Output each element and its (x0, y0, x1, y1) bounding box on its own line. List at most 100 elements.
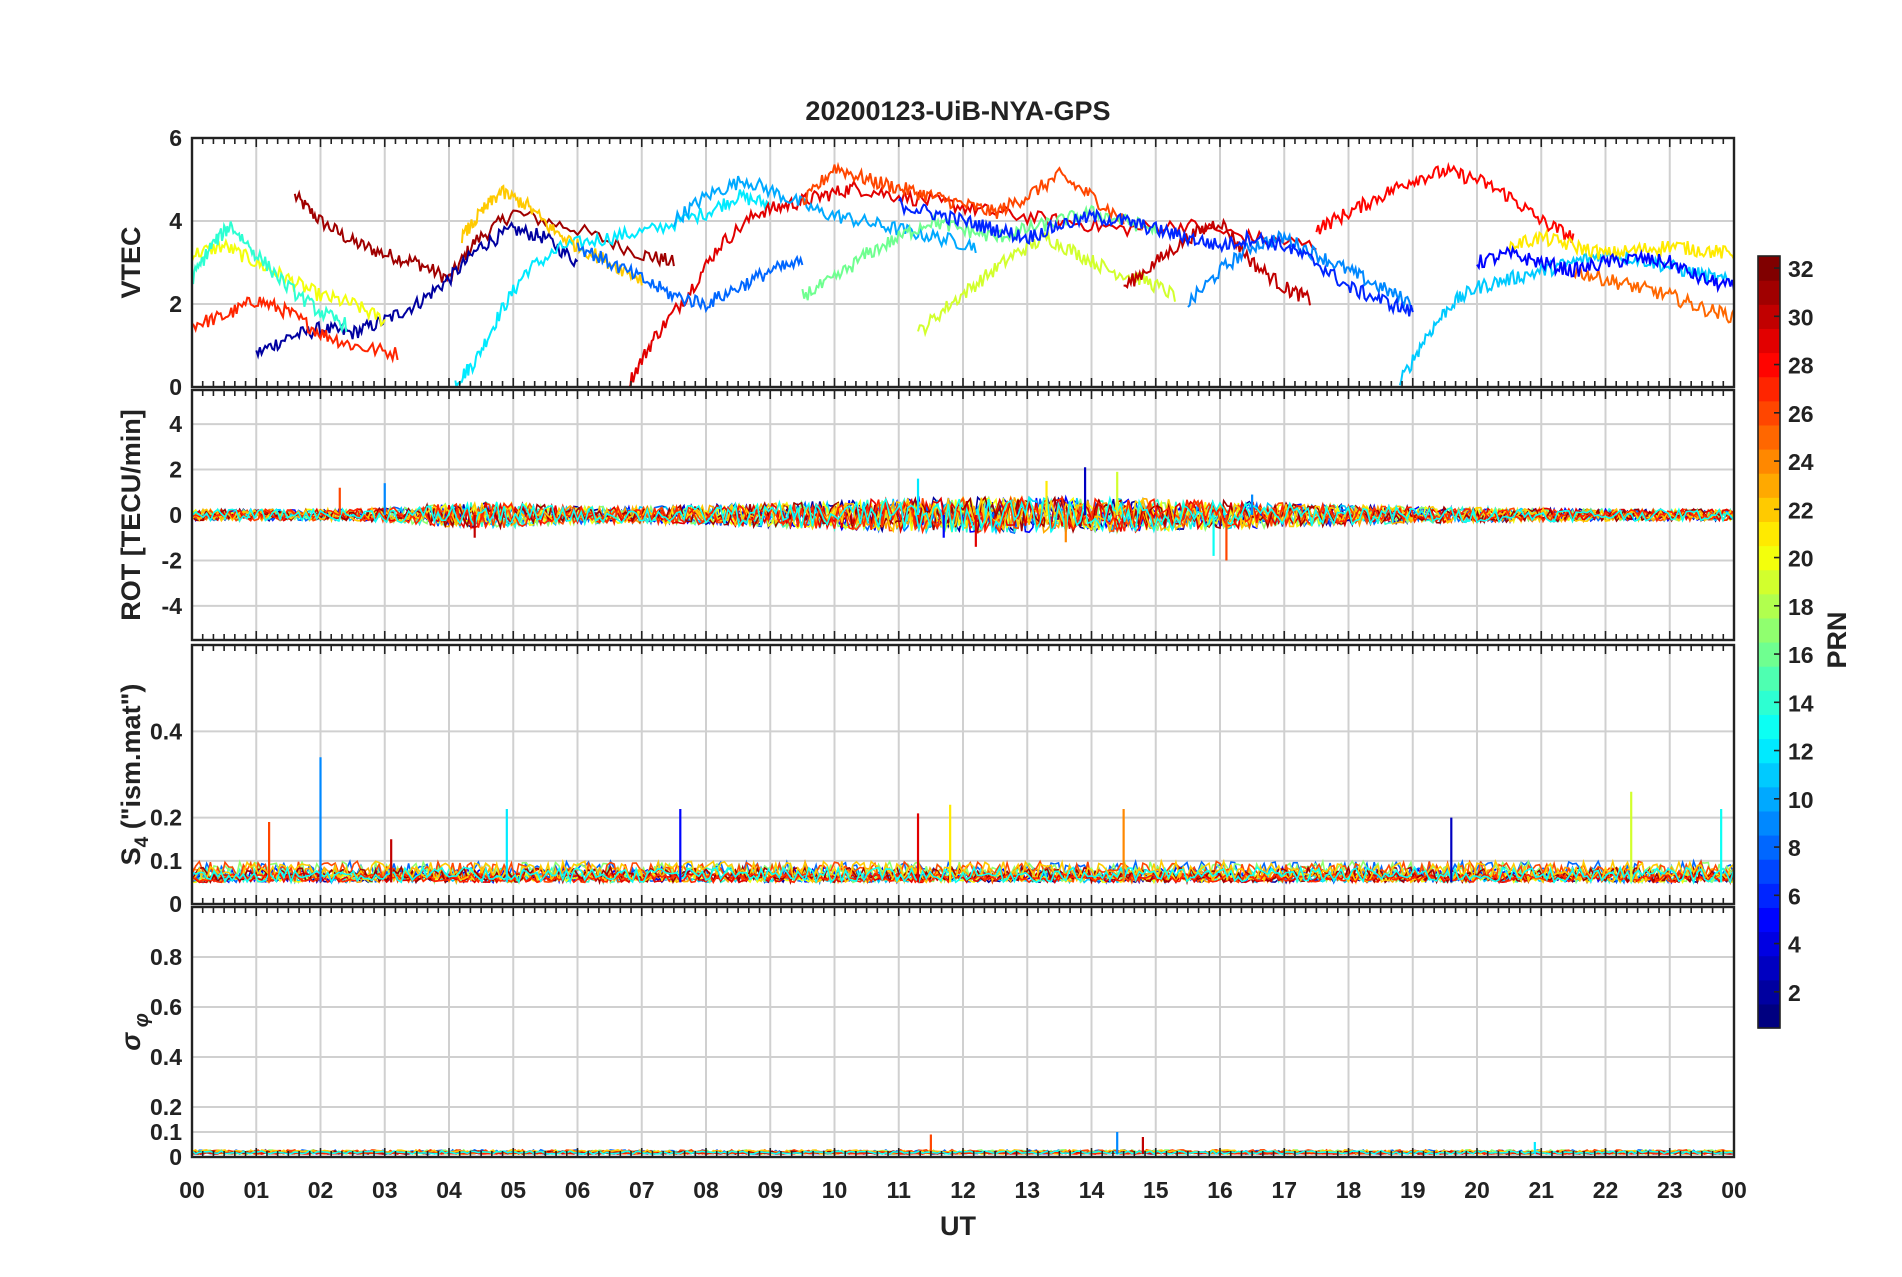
colorbar-tick-label: 4 (1788, 932, 1801, 958)
vtec-series-prn-31 (293, 189, 675, 283)
y-axis-title-sigma_phi: σ φ (116, 1013, 153, 1051)
colorbar-tick-label: 18 (1788, 594, 1814, 620)
x-tick-label: 15 (1143, 1177, 1169, 1203)
y-tick-label: -4 (162, 593, 183, 619)
colorbar-tick-label: 2 (1788, 980, 1801, 1006)
colorbar-band (1758, 256, 1780, 281)
y-tick-label: 0.2 (150, 805, 182, 831)
colorbar-band (1758, 593, 1780, 619)
x-tick-label: 17 (1271, 1177, 1297, 1203)
y-axis-title-rot: ROT [TECU/min] (116, 409, 146, 620)
colorbar-band (1758, 400, 1780, 426)
colorbar-band (1758, 810, 1780, 836)
vtec-series-prn-26 (801, 161, 1125, 225)
plot-frame (190, 643, 1736, 906)
y-tick-label: 0 (169, 374, 182, 400)
y-tick-label: 0.2 (150, 1094, 182, 1120)
colorbar-band (1758, 642, 1780, 667)
colorbar-band (1758, 304, 1780, 329)
colorbar-frame (1757, 255, 1781, 1029)
x-tick-label: 08 (693, 1177, 719, 1203)
y-tick-label: 0.4 (150, 1044, 182, 1070)
colorbar-band (1758, 497, 1780, 522)
y-tick-label: -2 (162, 547, 182, 573)
x-tick-label: 19 (1400, 1177, 1426, 1203)
y-tick-label: 0.1 (150, 1119, 182, 1145)
vtec-series-prn-6 (898, 196, 1414, 317)
vtec-series-prn-5 (1476, 245, 1734, 294)
vtec-series-prn-12 (454, 188, 771, 387)
x-tick-labels: 00 01 02 03 04 05 06 07 08 09 10 11 12 13 14 15 16 17 18 19… (179, 1177, 1747, 1203)
colorbar-band (1758, 690, 1780, 715)
y-tick-label: 0 (169, 891, 182, 917)
colorbar-band (1758, 617, 1780, 643)
plot-frame (190, 388, 1736, 642)
x-tick-label: 23 (1657, 1177, 1683, 1203)
colorbar-tick-label: 16 (1788, 642, 1814, 668)
y-tick-label: 4 (169, 208, 182, 234)
colorbar-tick-label: 14 (1788, 690, 1814, 716)
colorbar-tick-label: 12 (1788, 739, 1814, 765)
colorbar-tick-label: 32 (1788, 256, 1814, 282)
colorbar-band (1758, 473, 1780, 498)
x-tick-label: 05 (500, 1177, 526, 1203)
colorbar-tick-label: 6 (1788, 883, 1801, 909)
colorbar-band (1758, 449, 1780, 474)
colorbar-band (1758, 376, 1780, 402)
colorbar-title: PRN (1822, 611, 1852, 668)
vtec-series-prn-22 (460, 184, 643, 286)
colorbar-tick-label: 22 (1788, 497, 1814, 523)
x-tick-label: 02 (308, 1177, 334, 1203)
colorbar-tick-label: 28 (1788, 353, 1814, 379)
plot-frame (190, 905, 1736, 1159)
colorbar-band (1758, 762, 1780, 788)
y-tick-label: 0.8 (150, 944, 182, 970)
colorbar-band (1758, 786, 1780, 812)
colorbar-band (1758, 569, 1780, 595)
x-tick-label: 01 (243, 1177, 269, 1203)
y-tick-label: 0.1 (150, 848, 182, 874)
colorbar-band (1758, 328, 1780, 354)
traces (192, 161, 1734, 387)
plot-frame (190, 136, 1736, 389)
figure-title: 20200123-UiB-NYA-GPS (805, 96, 1110, 126)
y-tick-label: 0 (169, 502, 182, 528)
colorbar-band (1758, 931, 1780, 957)
y-tick-label: 2 (169, 457, 182, 483)
rot-series-prn-13 (192, 495, 1734, 534)
rot-series-prn-31 (192, 494, 1734, 535)
x-tick-label: 16 (1207, 1177, 1233, 1203)
y-axis-title-vtec: VTEC (116, 226, 146, 298)
x-tick-label: 03 (372, 1177, 398, 1203)
colorbar-band (1758, 979, 1780, 1005)
x-tick-label: 10 (822, 1177, 848, 1203)
x-tick-label: 07 (629, 1177, 655, 1203)
traces (192, 467, 1734, 561)
s4-series-prn-13 (192, 864, 1734, 885)
colorbar-band (1758, 521, 1780, 547)
colorbar-band (1758, 666, 1780, 691)
x-tick-label: 20 (1464, 1177, 1490, 1203)
panel-rot: -4 -2 0 2 4 ROT [TECU/min] (116, 388, 1736, 642)
colorbar-band (1758, 714, 1780, 740)
colorbar-tick-label: 26 (1788, 401, 1814, 427)
vtec-series-prn-20 (192, 238, 386, 328)
panel-sigma_phi: 00.10.2 0.4 0.6 0.8 σ φ (116, 905, 1736, 1170)
colorbar-band (1758, 738, 1780, 764)
colorbar-tick-label: 24 (1788, 449, 1814, 475)
colorbar-tick-label: 30 (1788, 304, 1814, 330)
y-tick-label: 2 (169, 291, 182, 317)
colorbar-band (1758, 1003, 1780, 1029)
x-tick-label: 12 (950, 1177, 976, 1203)
x-tick-label: 18 (1336, 1177, 1362, 1203)
vtec-series-prn-14 (192, 221, 348, 334)
vtec-series-prn-25 (1572, 264, 1734, 324)
y-tick-label: 6 (169, 125, 182, 151)
vtec-series-prn-28 (1315, 161, 1575, 243)
colorbar-band (1758, 424, 1780, 450)
colorbar-band (1758, 955, 1780, 981)
x-axis-title: UT (940, 1211, 976, 1241)
colorbar-band (1758, 280, 1780, 305)
